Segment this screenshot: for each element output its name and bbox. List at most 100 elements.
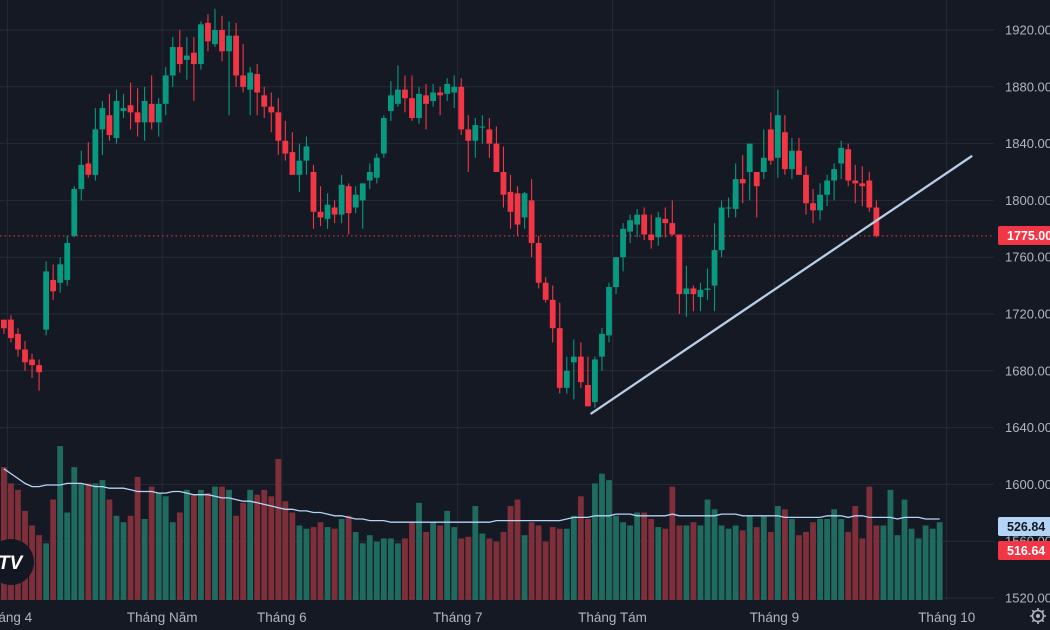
candle[interactable] <box>753 172 760 218</box>
candle[interactable] <box>205 14 211 52</box>
candle[interactable] <box>760 129 767 180</box>
candle[interactable] <box>486 118 493 158</box>
tradingview-logo-icon[interactable]: TV <box>0 539 34 585</box>
candle[interactable] <box>852 164 859 204</box>
candle[interactable] <box>732 163 739 218</box>
candle[interactable] <box>99 101 106 155</box>
candle[interactable] <box>310 164 317 229</box>
candle[interactable] <box>317 186 324 226</box>
candle[interactable] <box>641 207 648 241</box>
candle[interactable] <box>261 86 268 119</box>
candle[interactable] <box>549 285 556 343</box>
candle[interactable] <box>233 22 239 87</box>
candle[interactable] <box>345 183 352 235</box>
candle[interactable] <box>613 257 619 295</box>
candle[interactable] <box>78 150 85 201</box>
candle[interactable] <box>57 257 64 293</box>
candle[interactable] <box>465 115 472 172</box>
candle[interactable] <box>141 86 148 141</box>
candle[interactable] <box>563 356 570 394</box>
candle[interactable] <box>303 136 310 175</box>
candle[interactable] <box>430 83 436 107</box>
candle[interactable] <box>15 328 21 357</box>
candle[interactable] <box>36 359 42 391</box>
candle[interactable] <box>43 261 50 336</box>
settings-gear-icon[interactable] <box>1030 608 1046 624</box>
candle[interactable] <box>592 356 598 408</box>
candle[interactable] <box>85 142 92 178</box>
candle[interactable] <box>472 118 479 158</box>
candle[interactable] <box>275 98 282 155</box>
candle[interactable] <box>402 75 408 113</box>
candle[interactable] <box>240 44 247 93</box>
candle[interactable] <box>155 98 162 137</box>
candle[interactable] <box>64 235 71 286</box>
candle[interactable] <box>662 207 669 238</box>
candle[interactable] <box>535 235 542 289</box>
candle[interactable] <box>697 282 704 312</box>
candle[interactable] <box>620 223 626 272</box>
candle[interactable] <box>634 208 641 238</box>
candle[interactable] <box>627 214 634 243</box>
time-axis[interactable]: Tháng 4 Tháng Năm Tháng 6 Tháng 7 Tháng Tám T… <box>0 610 975 625</box>
candle[interactable] <box>789 137 795 180</box>
candle[interactable] <box>817 183 823 221</box>
candle[interactable] <box>493 126 500 172</box>
candle[interactable] <box>458 78 465 136</box>
candle[interactable] <box>282 120 289 161</box>
candle[interactable] <box>219 15 225 62</box>
candle[interactable] <box>226 21 232 116</box>
candle[interactable] <box>528 179 535 258</box>
candle[interactable] <box>296 143 303 192</box>
candle[interactable] <box>29 353 35 378</box>
candle[interactable] <box>718 200 725 258</box>
candle[interactable] <box>500 146 507 208</box>
candle[interactable] <box>183 37 190 80</box>
candle[interactable] <box>704 268 711 300</box>
candle[interactable] <box>584 356 591 407</box>
candle[interactable] <box>1 319 7 334</box>
candle[interactable] <box>831 163 838 201</box>
candle[interactable] <box>845 143 852 187</box>
candle[interactable] <box>8 315 14 343</box>
candle[interactable] <box>577 342 584 388</box>
candle[interactable] <box>542 277 549 303</box>
candle[interactable] <box>106 93 113 141</box>
candle[interactable] <box>514 186 521 236</box>
candle[interactable] <box>676 234 683 314</box>
candle[interactable] <box>254 64 261 116</box>
candle[interactable] <box>190 37 197 101</box>
candle[interactable] <box>859 166 866 207</box>
candle[interactable] <box>521 191 528 229</box>
candle[interactable] <box>690 285 697 312</box>
candle[interactable] <box>92 108 99 181</box>
candle[interactable] <box>148 75 155 130</box>
candle[interactable] <box>570 339 577 400</box>
candle[interactable] <box>395 65 401 107</box>
candle[interactable] <box>387 81 394 121</box>
candle[interactable] <box>268 92 275 133</box>
candle[interactable] <box>746 143 753 201</box>
candle[interactable] <box>352 186 359 214</box>
candle[interactable] <box>683 265 690 317</box>
candle[interactable] <box>711 223 718 312</box>
candle[interactable] <box>22 340 28 371</box>
candle[interactable] <box>803 166 809 215</box>
candle[interactable] <box>781 115 788 175</box>
candle[interactable] <box>212 8 218 48</box>
candle[interactable] <box>739 154 746 204</box>
candle[interactable] <box>120 93 127 119</box>
candle[interactable] <box>373 153 380 184</box>
candle[interactable] <box>324 193 331 229</box>
candle[interactable] <box>380 115 387 158</box>
candle[interactable] <box>725 197 732 218</box>
candle[interactable] <box>113 89 120 144</box>
candle[interactable] <box>331 200 338 224</box>
candle[interactable] <box>247 66 254 116</box>
candle[interactable] <box>599 328 605 371</box>
candle[interactable] <box>479 115 486 144</box>
candle[interactable] <box>655 211 662 246</box>
candle[interactable] <box>451 75 458 109</box>
candle[interactable] <box>810 189 816 224</box>
candle[interactable] <box>796 137 802 175</box>
